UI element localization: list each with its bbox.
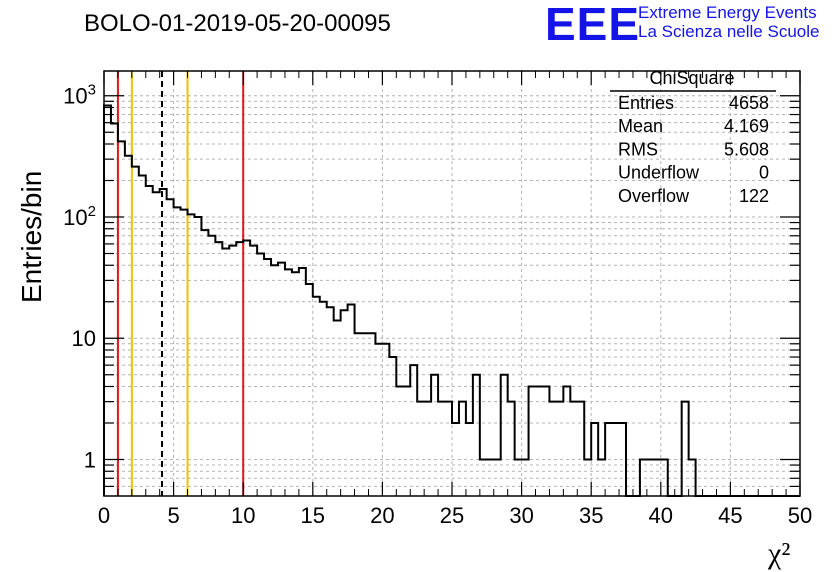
eee-logo-mark: EEE (545, 0, 641, 50)
stats-label: RMS (618, 139, 658, 159)
x-tick-label: 15 (301, 503, 325, 528)
stats-box: ChiSquare Entries 4658 Mean 4.169 RMS 5.608 Un… (610, 68, 776, 206)
stats-value: 0 (759, 163, 769, 183)
x-tick-label: 50 (788, 503, 812, 528)
histogram-step-line (103, 104, 800, 497)
x-tick-label: 40 (649, 503, 673, 528)
y-tick-label: 1 (84, 448, 96, 473)
reference-lines (116, 71, 245, 496)
x-tick-label: 20 (370, 503, 394, 528)
x-tick-label: 35 (579, 503, 603, 528)
x-tick-label: 25 (440, 503, 464, 528)
x-tick-label: 5 (167, 503, 179, 528)
tick-labels: 0 5 10 15 20 25 30 35 40 45 50 1 10 102 103 (63, 82, 812, 528)
stats-label: Mean (618, 116, 663, 136)
stats-label: Overflow (618, 186, 690, 206)
x-axis-label: χ² (768, 537, 791, 570)
stats-value: 122 (739, 186, 769, 206)
axis-ticks (103, 71, 801, 496)
stats-value: 4.169 (724, 116, 769, 136)
logo-text-line1: Extreme Energy Events (638, 3, 817, 22)
stats-title: ChiSquare (649, 68, 734, 88)
plot-title: BOLO-01-2019-05-20-00095 (84, 10, 391, 37)
x-tick-label: 45 (718, 503, 742, 528)
logo-text-line2: La Scienza nelle Scuole (638, 22, 820, 41)
y-tick-label: 10 (72, 326, 96, 351)
x-tick-label: 30 (509, 503, 533, 528)
stats-value: 4658 (729, 93, 769, 113)
grid-lines (104, 71, 800, 496)
y-tick-label: 102 (63, 203, 96, 230)
y-tick-label: 103 (63, 82, 96, 109)
stats-label: Entries (618, 93, 674, 113)
stats-value: 5.608 (724, 139, 769, 159)
x-tick-label: 10 (231, 503, 255, 528)
stats-label: Underflow (618, 163, 700, 183)
x-tick-label: 0 (98, 503, 110, 528)
